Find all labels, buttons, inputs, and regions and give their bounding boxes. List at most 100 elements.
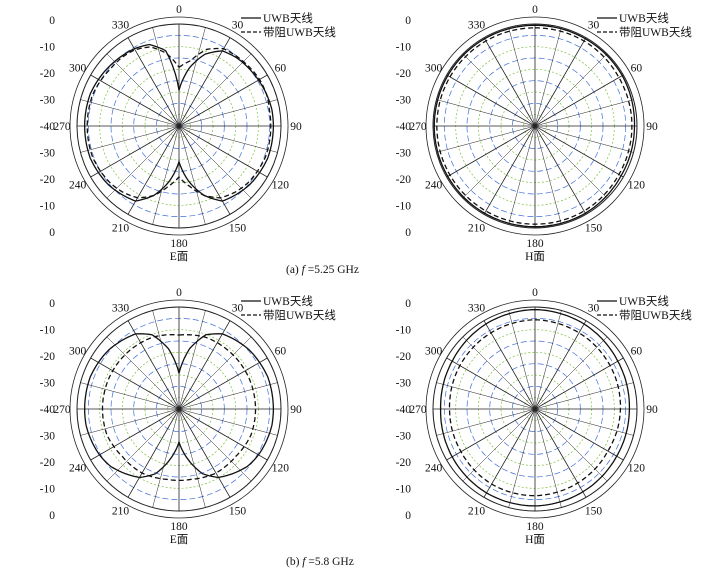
angle-tick-label: 60 [275, 63, 287, 75]
spoke [127, 37, 180, 127]
spoke [178, 74, 268, 127]
angle-tick-label: 300 [69, 63, 87, 75]
angle-tick-label: 90 [290, 121, 302, 133]
radial-tick-label: 0 [405, 510, 411, 522]
spoke [127, 408, 180, 498]
plane-label: E面 [170, 251, 189, 263]
angle-tick-label: 60 [631, 63, 643, 75]
angle-tick-label: 150 [229, 505, 247, 517]
radial-tick-label: -20 [396, 68, 412, 80]
outer-ring [69, 16, 289, 236]
angle-tick-label: 150 [585, 222, 603, 234]
outer-ring [69, 299, 289, 519]
spoke [483, 320, 536, 410]
angle-tick-label: 120 [272, 463, 290, 475]
spoke [534, 310, 562, 410]
angle-tick-label: 180 [526, 521, 544, 533]
spoke [152, 125, 180, 225]
radial-tick-label: -30 [396, 95, 412, 107]
plane-label: E面 [170, 534, 189, 546]
radial-tick-label: 0 [49, 15, 55, 27]
caption-b-freq: =5.8 GHz [305, 556, 354, 568]
spoke [178, 99, 278, 127]
spoke [178, 408, 268, 461]
radial-tick-label: -40 [396, 121, 412, 133]
radial-tick-label: -10 [396, 484, 412, 496]
angle-tick-label: 330 [112, 303, 130, 315]
radial-tick-label: -30 [396, 148, 412, 160]
spoke [534, 320, 587, 410]
angle-tick-label: 150 [585, 505, 603, 517]
spoke [178, 408, 231, 498]
radial-tick-label: -20 [40, 68, 56, 80]
spoke [106, 53, 180, 127]
spoke [534, 125, 624, 178]
angle-tick-label: 30 [232, 20, 244, 32]
spoke [178, 336, 252, 410]
angle-tick-label: 120 [272, 180, 290, 192]
angle-tick-label: 210 [468, 505, 486, 517]
spoke [534, 74, 624, 127]
radial-tick-label: -10 [40, 42, 56, 54]
spoke [436, 125, 536, 153]
radial-tick-label: 0 [405, 227, 411, 239]
polar-panel-a-H: 0 30 60 90 120 150 180 210 240 270 300 330 0 -10 -20 -3… [396, 4, 693, 263]
spoke [80, 382, 180, 410]
angle-tick-label: 60 [631, 346, 643, 358]
angle-tick-label: 210 [468, 222, 486, 234]
series-uwb-curve [433, 24, 636, 228]
spoke [90, 357, 180, 410]
series-notch-curve [448, 319, 622, 497]
radial-tick-label: -30 [40, 95, 56, 107]
spoke [462, 53, 536, 127]
angle-tick-label: 240 [425, 180, 443, 192]
radial-tick-label: -10 [396, 42, 412, 54]
angle-tick-label: 90 [646, 404, 658, 416]
spoke [106, 336, 180, 410]
legend-label-notch: 带阻UWB天线 [263, 25, 336, 39]
legend-label-notch: 带阻UWB天线 [619, 25, 692, 39]
spoke [483, 125, 536, 215]
angle-tick-label: 270 [409, 404, 427, 416]
spoke [483, 408, 536, 498]
spoke [446, 357, 536, 410]
spoke [178, 53, 252, 127]
radial-tick-label: -30 [40, 148, 56, 160]
angle-tick-label: 180 [170, 521, 188, 533]
legend-label-uwb: UWB天线 [619, 11, 669, 25]
spoke [152, 310, 180, 410]
outer-ring [425, 299, 645, 519]
spoke [446, 74, 536, 127]
angle-tick-label: 0 [532, 287, 538, 299]
spoke [152, 408, 180, 508]
spoke [462, 408, 536, 482]
spoke [534, 382, 634, 410]
radial-tick-label: -40 [40, 121, 56, 133]
angle-tick-label: 210 [112, 505, 130, 517]
angle-tick-label: 30 [588, 20, 600, 32]
angle-tick-label: 270 [53, 404, 71, 416]
series-uwb-curve [84, 333, 275, 479]
spoke [534, 357, 624, 410]
radial-tick-label: -10 [40, 484, 56, 496]
angle-tick-label: 120 [628, 180, 646, 192]
caption-a-prefix: (a) [286, 264, 302, 276]
angle-tick-label: 270 [53, 121, 71, 133]
angle-tick-label: 30 [588, 303, 600, 315]
spoke [534, 336, 608, 410]
spoke [508, 125, 536, 225]
spoke [508, 408, 536, 508]
spoke [90, 408, 180, 461]
angle-tick-label: 330 [468, 303, 486, 315]
radial-tick-label: -20 [40, 457, 56, 469]
series-notch-curve [101, 334, 257, 482]
radial-tick-label: -10 [396, 201, 412, 213]
angle-tick-label: 150 [229, 222, 247, 234]
legend-label-uwb: UWB天线 [263, 294, 313, 308]
spoke [178, 125, 252, 199]
spoke [178, 408, 278, 436]
spoke [534, 408, 624, 461]
spoke [534, 125, 608, 199]
spoke [80, 408, 180, 436]
